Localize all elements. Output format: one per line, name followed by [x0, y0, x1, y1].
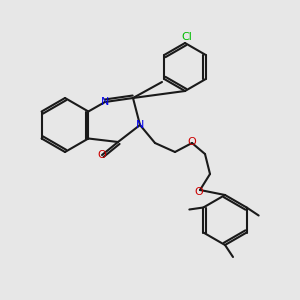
Text: N: N — [101, 97, 109, 107]
Text: N: N — [136, 120, 144, 130]
Text: O: O — [195, 187, 203, 197]
Text: O: O — [98, 150, 106, 160]
Text: Cl: Cl — [182, 32, 192, 42]
Text: O: O — [188, 137, 196, 147]
